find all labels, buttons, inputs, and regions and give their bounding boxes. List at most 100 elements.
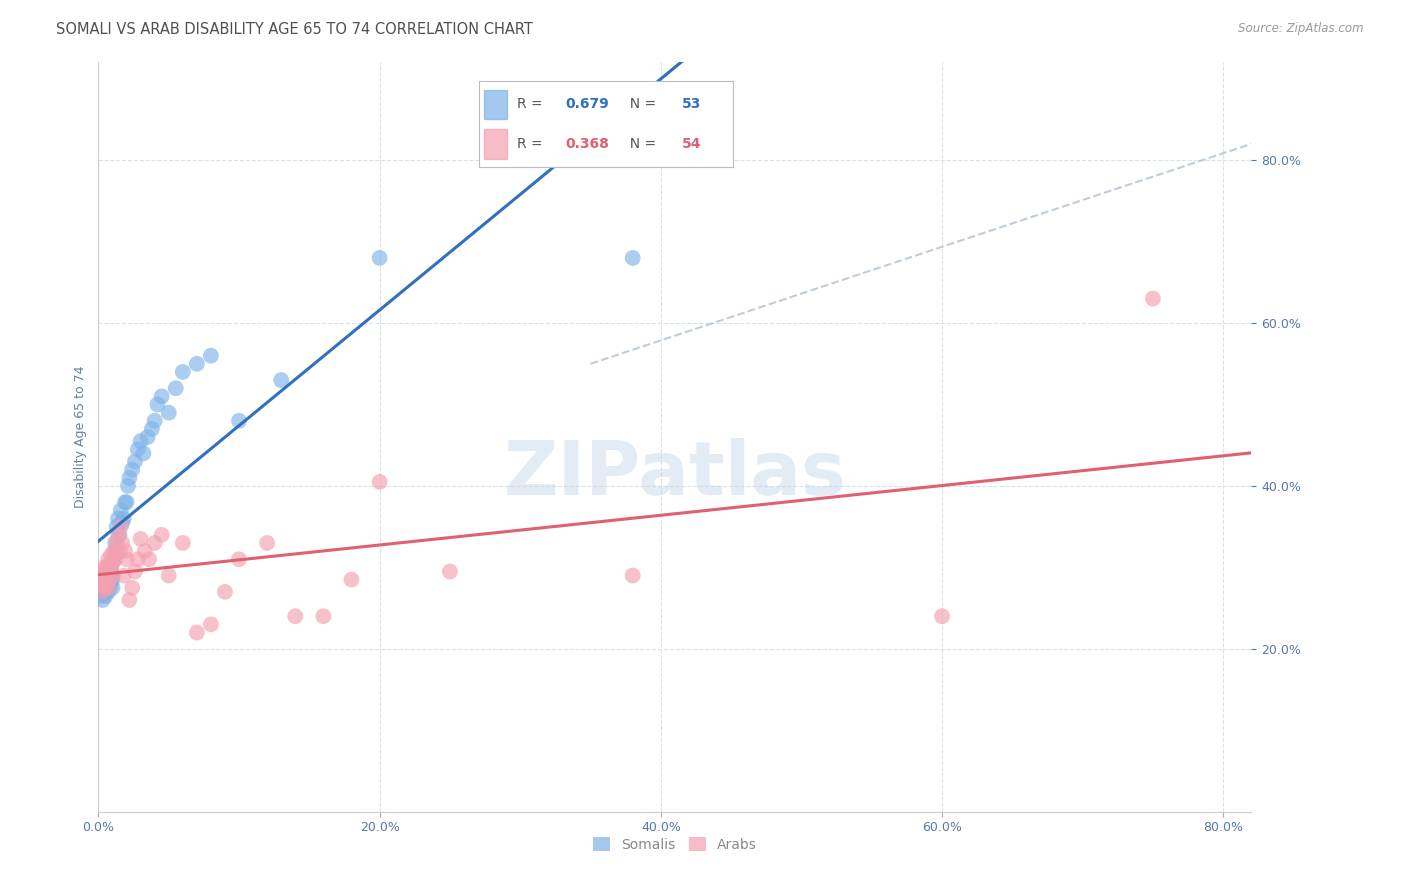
Point bbox=[101, 573, 124, 587]
Point bbox=[108, 528, 131, 542]
Point bbox=[124, 454, 146, 468]
Point bbox=[98, 576, 121, 591]
Point bbox=[100, 560, 122, 574]
Point bbox=[111, 516, 134, 530]
Point bbox=[98, 573, 121, 587]
Point bbox=[186, 357, 208, 371]
Point bbox=[111, 536, 134, 550]
Point bbox=[97, 581, 120, 595]
Point bbox=[931, 609, 953, 624]
Point bbox=[132, 446, 155, 460]
Point bbox=[129, 532, 152, 546]
Point bbox=[103, 544, 125, 558]
Point bbox=[101, 581, 124, 595]
Point bbox=[104, 536, 127, 550]
Point bbox=[117, 479, 139, 493]
Point bbox=[165, 381, 187, 395]
Point bbox=[98, 565, 121, 579]
Point bbox=[90, 568, 112, 582]
Point bbox=[200, 617, 222, 632]
Point bbox=[134, 544, 156, 558]
Point bbox=[143, 536, 166, 550]
Point bbox=[118, 471, 141, 485]
Point bbox=[91, 584, 114, 599]
Point bbox=[96, 568, 118, 582]
Point bbox=[127, 442, 149, 457]
Point bbox=[150, 389, 173, 403]
Point bbox=[157, 568, 180, 582]
Point bbox=[121, 581, 143, 595]
Point bbox=[108, 544, 131, 558]
Point bbox=[1142, 292, 1164, 306]
Point bbox=[94, 573, 117, 587]
Point bbox=[124, 565, 146, 579]
Point bbox=[103, 552, 125, 566]
Point bbox=[439, 565, 461, 579]
Point bbox=[172, 365, 194, 379]
Point bbox=[157, 406, 180, 420]
Point bbox=[172, 536, 194, 550]
Text: SOMALI VS ARAB DISABILITY AGE 65 TO 74 CORRELATION CHART: SOMALI VS ARAB DISABILITY AGE 65 TO 74 C… bbox=[56, 22, 533, 37]
Point bbox=[91, 565, 114, 579]
Point bbox=[312, 609, 335, 624]
Point bbox=[114, 495, 136, 509]
Point bbox=[115, 552, 138, 566]
Point bbox=[228, 552, 250, 566]
Point bbox=[150, 528, 173, 542]
Point bbox=[110, 503, 132, 517]
Point bbox=[101, 568, 124, 582]
Point bbox=[127, 552, 149, 566]
Text: Source: ZipAtlas.com: Source: ZipAtlas.com bbox=[1239, 22, 1364, 36]
Point bbox=[97, 552, 120, 566]
Point bbox=[105, 519, 128, 533]
Point bbox=[110, 519, 132, 533]
Point bbox=[107, 511, 129, 525]
Point bbox=[91, 576, 114, 591]
Point bbox=[98, 565, 121, 579]
Point bbox=[89, 584, 111, 599]
Point bbox=[90, 589, 112, 603]
Point bbox=[97, 568, 120, 582]
Text: ZIPatlas: ZIPatlas bbox=[503, 438, 846, 511]
Point bbox=[621, 251, 644, 265]
Point bbox=[96, 576, 118, 591]
Point bbox=[256, 536, 278, 550]
Point bbox=[284, 609, 307, 624]
Point bbox=[115, 495, 138, 509]
Point bbox=[114, 544, 136, 558]
Point bbox=[141, 422, 163, 436]
Point bbox=[96, 576, 118, 591]
Point bbox=[107, 528, 129, 542]
Point bbox=[270, 373, 292, 387]
Point bbox=[129, 434, 152, 449]
Point bbox=[97, 584, 120, 599]
Point bbox=[146, 397, 169, 411]
Legend: Somalis, Arabs: Somalis, Arabs bbox=[588, 831, 762, 857]
Point bbox=[94, 589, 117, 603]
Point bbox=[98, 581, 121, 595]
Point bbox=[100, 573, 122, 587]
Point bbox=[93, 568, 115, 582]
Point bbox=[93, 576, 115, 591]
Y-axis label: Disability Age 65 to 74: Disability Age 65 to 74 bbox=[75, 366, 87, 508]
Point bbox=[101, 568, 124, 582]
Point bbox=[104, 552, 127, 566]
Point bbox=[214, 584, 236, 599]
Point bbox=[368, 475, 391, 489]
Point bbox=[104, 544, 127, 558]
Point bbox=[101, 557, 124, 571]
Point bbox=[94, 584, 117, 599]
Point bbox=[186, 625, 208, 640]
Point bbox=[93, 560, 115, 574]
Point bbox=[200, 349, 222, 363]
Point bbox=[112, 511, 135, 525]
Point bbox=[136, 430, 159, 444]
Point bbox=[91, 593, 114, 607]
Point bbox=[89, 573, 111, 587]
Point bbox=[96, 581, 118, 595]
Point bbox=[118, 593, 141, 607]
Point bbox=[100, 548, 122, 562]
Point bbox=[138, 552, 160, 566]
Point bbox=[121, 463, 143, 477]
Point bbox=[112, 568, 135, 582]
